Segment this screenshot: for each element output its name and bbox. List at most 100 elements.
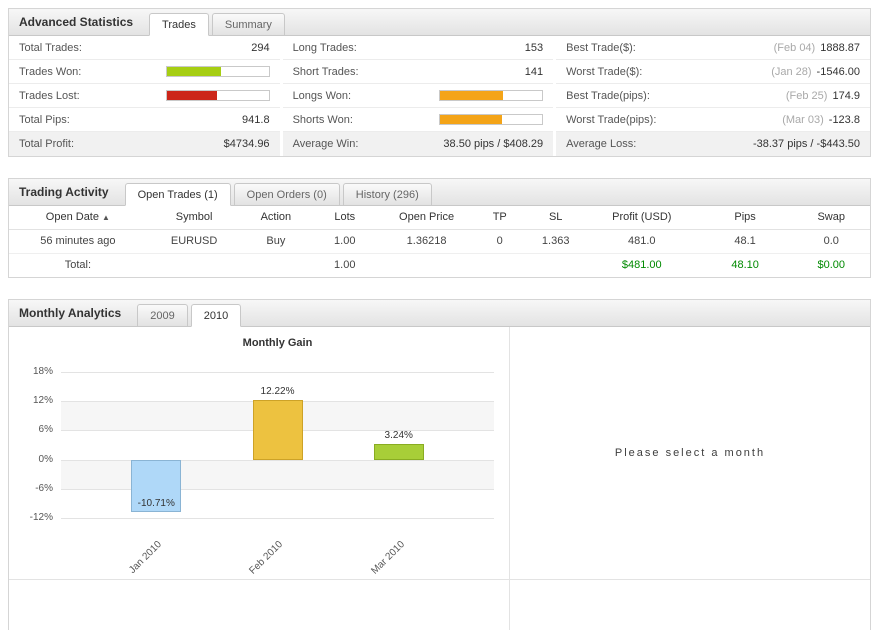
column-header-profit: Profit (USD) [585,206,698,230]
cell-action: Buy [241,229,311,254]
short-trades-label: Short Trades: [292,65,359,78]
best-trade-pips-label: Best Trade(pips): [566,89,650,102]
best-trade-usd-value: (Feb 04) 1888.87 [774,42,860,54]
trading-activity-title: Trading Activity [19,185,109,199]
monthly-analytics-tabs: 2009 2010 [137,304,244,327]
stat-row-worst-trade-usd: Worst Trade($): (Jan 28) -1546.00 [556,60,870,84]
open-trade-row[interactable]: 56 minutes ago EURUSD Buy 1.00 1.36218 0… [9,229,870,254]
bar-value-label: -10.71% [137,498,175,510]
select-month-message: Please select a month [614,447,766,459]
bottom-left-cell [9,579,509,630]
bar-mar-2010[interactable] [373,443,424,460]
column-header-pips: Pips [697,206,793,230]
y-axis-tick: 6% [38,424,53,436]
stats-column-2: Long Trades: 153 Short Trades: 141 Longs… [282,36,554,156]
tab-open-orders[interactable]: Open Orders (0) [233,183,340,206]
bar-feb-2010[interactable] [252,399,303,460]
gridline [61,371,494,373]
average-win-value: 38.50 pips / $408.29 [443,138,544,150]
trades-lost-bar-fill [166,91,217,100]
tab-open-trades[interactable]: Open Trades (1) [124,183,231,206]
bar-value-label: 12.22% [260,385,295,397]
advanced-statistics-header: Advanced Statistics Trades Summary [9,9,870,36]
stats-column-3: Best Trade($): (Feb 04) 1888.87 Worst Tra… [556,36,870,156]
bar-jan-2010[interactable] [131,459,182,513]
stat-row-total-pips: Total Pips: 941.8 [9,108,280,132]
total-profit-label: Total Profit: [19,138,75,150]
tab-summary[interactable]: Summary [211,13,285,36]
y-axis-tick: -12% [29,512,53,524]
gridline [61,518,494,520]
month-detail-panel: Please select a month [509,327,870,579]
worst-trade-pips-date: (Mar 03) [782,113,824,126]
trades-won-bar-fill [166,67,221,76]
stat-row-total-trades: Total Trades: 294 [9,36,280,60]
worst-trade-pips-label: Worst Trade(pips): [566,113,657,126]
cell-swap: 0.0 [792,229,870,254]
column-header-open-price: Open Price [379,206,474,230]
total-profit: $481.00 [621,259,662,272]
best-trade-pips-date: (Feb 25) [785,89,828,102]
short-trades-value: 141 [524,65,544,78]
cell-lots: 1.00 [310,229,380,254]
stat-row-trades-won: Trades Won: [9,60,280,84]
total-trades-label: Total Trades: [19,41,82,54]
long-trades-value: 153 [524,41,544,54]
stat-row-longs-won: Longs Won: [282,84,554,108]
total-lots: 1.00 [334,259,356,272]
worst-trade-usd-number: -1546.00 [816,65,860,78]
average-loss-label: Average Loss: [566,138,637,150]
cell-open-price: 1.36218 [379,229,474,254]
x-axis: Jan 2010 Feb 2010 Mar 2010 [61,533,494,583]
total-pips-value: 941.8 [242,113,270,126]
shorts-won-label: Shorts Won: [292,113,353,126]
column-header-action: Action [241,206,311,230]
cell-tp: 0 [473,229,526,254]
monthly-gain-chart: Monthly Gain 18% 12% 6% 0% -6% -12% -10.71% 12.… [9,327,509,579]
column-header-lots: Lots [310,206,380,230]
cell-profit: 481.0 [585,229,698,254]
tab-history[interactable]: History (296) [342,183,432,206]
shorts-won-bar-fill [440,115,503,124]
open-trades-table: Open Date ▲ Symbol Action Lots Open Pric… [9,206,870,277]
longs-won-label: Longs Won: [292,89,352,102]
average-loss-value: -38.37 pips / -$443.50 [752,138,860,150]
best-trade-usd-number: 1888.87 [820,41,860,54]
trading-activity-header: Trading Activity Open Trades (1) Open Or… [9,179,870,206]
stat-row-best-trade-pips: Best Trade(pips): (Feb 25) 174.9 [556,84,870,108]
advanced-statistics-panel: Advanced Statistics Trades Summary Total… [8,8,871,157]
trading-activity-tabs: Open Trades (1) Open Orders (0) History … [124,183,435,206]
stat-row-short-trades: Short Trades: 141 [282,60,554,84]
column-header-swap: Swap [792,206,870,230]
stat-row-total-profit: Total Profit: $4734.96 [9,132,280,156]
trades-lost-label: Trades Lost: [19,89,80,102]
long-trades-label: Long Trades: [292,41,357,54]
monthly-analytics-title: Monthly Analytics [19,306,122,320]
column-header-tp: TP [473,206,526,230]
cell-pips: 48.1 [697,229,793,254]
y-axis-tick: 0% [38,453,53,465]
chart-title: Monthly Gain [242,337,313,349]
stats-column-1: Total Trades: 294 Trades Won: Trades Los… [9,36,280,156]
stats-columns: Total Trades: 294 Trades Won: Trades Los… [9,36,870,156]
sort-ascending-icon: ▲ [102,213,110,223]
worst-trade-pips-number: -123.8 [828,113,860,126]
longs-won-bar-fill [440,91,504,100]
worst-trade-usd-value: (Jan 28) -1546.00 [771,66,860,78]
table-header-row: Open Date ▲ Symbol Action Lots Open Pric… [9,206,870,230]
tab-2009[interactable]: 2009 [137,304,188,327]
gridline [61,489,494,490]
total-row: Total: 1.00 $481.00 48.10 $0.00 [9,253,870,277]
cell-symbol: EURUSD [146,229,242,254]
open-date-header-label: Open Date [45,211,99,224]
tab-trades[interactable]: Trades [149,13,209,36]
y-axis-tick: -6% [35,483,53,494]
monthly-analytics-panel: Monthly Analytics 2009 2010 Monthly Gain… [8,299,871,630]
worst-trade-usd-label: Worst Trade($): [566,65,643,78]
tab-2010[interactable]: 2010 [190,304,242,327]
stat-row-long-trades: Long Trades: 153 [282,36,554,60]
x-axis-label: Feb 2010 [247,539,286,577]
column-header-open-date[interactable]: Open Date ▲ [9,206,147,230]
chart-wrap: Monthly Gain 18% 12% 6% 0% -6% -12% -10.71% 12.… [30,327,494,583]
trades-won-label: Trades Won: [19,65,82,78]
